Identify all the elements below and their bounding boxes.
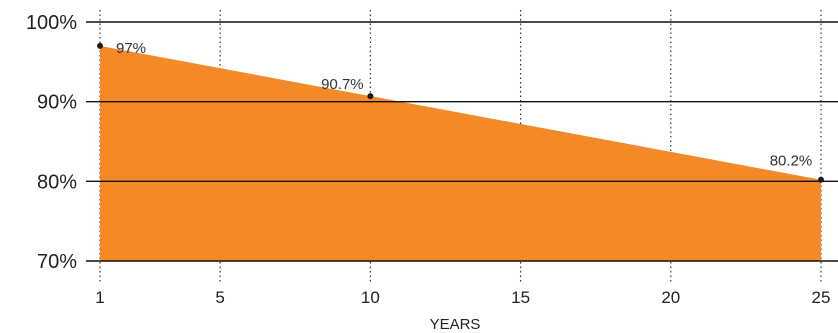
x-axis-tick-labels: 1 5 10 15 20 25 (95, 288, 830, 307)
data-point-90.7% (367, 93, 374, 100)
y-tick-label-90%: 90% (37, 92, 77, 114)
data-label-97%: 97% (116, 40, 146, 57)
x-tick-label-15: 15 (511, 288, 530, 307)
y-axis-tick-labels: 70% 80% 90% 100% (26, 12, 77, 273)
data-points: 97% 90.7% 80.2% (97, 40, 824, 183)
data-point-97% (97, 42, 103, 49)
horizontal-gridlines (86, 21, 838, 262)
y-tick-label-80%: 80% (37, 171, 77, 193)
area-fill (100, 45, 821, 262)
y-tick-label-100%: 100% (26, 12, 77, 34)
x-axis-label: YEARS (430, 316, 481, 333)
x-tick-label-5: 5 (215, 288, 224, 307)
x-tick-label-25: 25 (812, 288, 831, 307)
x-tick-label-20: 20 (661, 288, 680, 307)
data-label-80.2%: 80.2% (770, 153, 813, 170)
data-point-80.2% (818, 176, 824, 183)
data-label-90.7%: 90.7% (321, 76, 364, 93)
x-tick-label-1: 1 (95, 288, 104, 307)
x-tick-label-10: 10 (361, 288, 380, 307)
y-tick-label-70%: 70% (37, 251, 77, 273)
